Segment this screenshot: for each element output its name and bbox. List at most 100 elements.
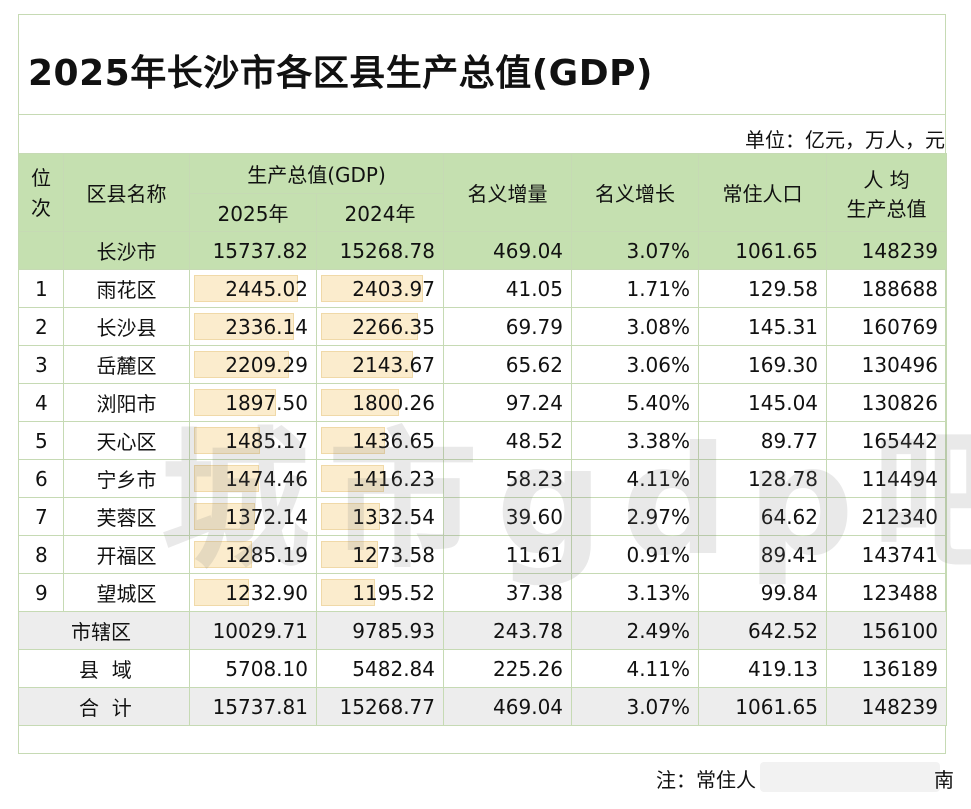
header-increase: 名义增量: [443, 153, 573, 232]
gdp-value: 1372.14: [225, 504, 308, 529]
gdp2024-cell: 2143.67: [315, 345, 445, 384]
table-row-total: 长沙市 15737.82 15268.78 469.04 3.07% 1061.…: [18, 231, 948, 270]
gdp-bar: [194, 275, 298, 302]
gdp2024-cell: 1416.23: [315, 459, 445, 498]
population-cell: 99.84: [698, 573, 828, 612]
gdp-bar: [194, 503, 255, 530]
summary-gdp2025: 10029.71: [189, 611, 317, 650]
table-row: 4 浏阳市 1897.50 1800.26 97.24 5.40% 145.04 130826: [18, 383, 948, 422]
growth-cell: 3.38%: [571, 421, 700, 460]
gdp-value: 2143.67: [352, 352, 436, 377]
gdp-value: 1332.54: [352, 504, 436, 529]
gdp2024-cell: 2266.35: [315, 307, 445, 346]
gdp-bar: [321, 465, 384, 492]
population-cell: 89.41: [698, 535, 828, 574]
total-gdp2025: 15737.82: [189, 231, 317, 270]
gdp2025-cell: 2445.02: [189, 269, 317, 308]
gdp-bar: [321, 275, 423, 302]
rank-cell: 4: [18, 383, 64, 422]
increase-cell: 69.79: [443, 307, 573, 346]
gdp-bar: [321, 579, 375, 606]
increase-cell: 41.05: [443, 269, 573, 308]
gdp2025-cell: 2336.14: [189, 307, 317, 346]
rank-cell: 9: [18, 573, 64, 612]
summary-per-capita: 136189: [826, 649, 948, 688]
gdp2025-cell: 1232.90: [189, 573, 317, 612]
gdp-value: 2266.35: [352, 314, 436, 339]
increase-cell: 65.62: [443, 345, 573, 384]
total-rank: [18, 231, 64, 270]
summary-gdp2024: 15268.77: [315, 687, 445, 726]
total-per-capita: 148239: [826, 231, 948, 270]
total-gdp2024: 15268.78: [315, 231, 445, 270]
summary-growth: 4.11%: [571, 649, 700, 688]
footnote: 注：常住人: [656, 768, 756, 792]
gdp-value: 2445.02: [225, 276, 308, 301]
population-cell: 145.31: [698, 307, 828, 346]
growth-cell: 3.08%: [571, 307, 700, 346]
header-growth: 名义增长: [571, 153, 700, 232]
rank-cell: 8: [18, 535, 64, 574]
district-name: 天心区: [63, 421, 190, 460]
per-capita-cell: 114494: [826, 459, 948, 498]
district-name: 开福区: [63, 535, 190, 574]
growth-cell: 4.11%: [571, 459, 700, 498]
gdp-bar: [194, 427, 260, 454]
increase-cell: 48.52: [443, 421, 573, 460]
gdp2024-cell: 1195.52: [315, 573, 445, 612]
gdp-bar: [194, 313, 294, 340]
gdp2024-cell: 1273.58: [315, 535, 445, 574]
rank-cell: 2: [18, 307, 64, 346]
gdp2025-cell: 2209.29: [189, 345, 317, 384]
increase-cell: 11.61: [443, 535, 573, 574]
growth-cell: 0.91%: [571, 535, 700, 574]
population-cell: 89.77: [698, 421, 828, 460]
gdp-value: 2209.29: [225, 352, 308, 377]
table-row: 7 芙蓉区 1372.14 1332.54 39.60 2.97% 64.62 212340: [18, 497, 948, 536]
gdp-value: 1485.17: [225, 428, 308, 453]
summary-row: 县 域 5708.10 5482.84 225.26 4.11% 419.13 136189: [18, 649, 948, 688]
per-capita-cell: 130496: [826, 345, 948, 384]
per-capita-cell: 165442: [826, 421, 948, 460]
increase-cell: 39.60: [443, 497, 573, 536]
summary-growth: 3.07%: [571, 687, 700, 726]
unit-label: 单位：亿元，万人，元: [745, 128, 945, 152]
increase-cell: 97.24: [443, 383, 573, 422]
summary-increase: 469.04: [443, 687, 573, 726]
per-capita-cell: 130826: [826, 383, 948, 422]
gdp2024-cell: 1332.54: [315, 497, 445, 536]
total-growth: 3.07%: [571, 231, 700, 270]
population-cell: 129.58: [698, 269, 828, 308]
gdp-value: 1436.65: [352, 428, 436, 453]
summary-increase: 225.26: [443, 649, 573, 688]
rank-cell: 1: [18, 269, 64, 308]
district-name: 浏阳市: [63, 383, 190, 422]
header-2024: 2024年: [315, 193, 445, 232]
growth-cell: 1.71%: [571, 269, 700, 308]
gdp2024-cell: 2403.97: [315, 269, 445, 308]
growth-cell: 3.13%: [571, 573, 700, 612]
footnote-redaction: [760, 762, 940, 792]
district-name: 芙蓉区: [63, 497, 190, 536]
gdp-bar: [194, 389, 276, 416]
rank-cell: 6: [18, 459, 64, 498]
table-row: 8 开福区 1285.19 1273.58 11.61 0.91% 89.41 143741: [18, 535, 948, 574]
gdp-value: 1474.46: [225, 466, 308, 491]
district-name: 望城区: [63, 573, 190, 612]
summary-name: 市辖区: [18, 611, 190, 650]
total-increase: 469.04: [443, 231, 573, 270]
gdp2025-cell: 1474.46: [189, 459, 317, 498]
gdp2025-cell: 1897.50: [189, 383, 317, 422]
summary-name: 合 计: [18, 687, 190, 726]
header-rank: 位次: [18, 153, 64, 232]
gdp-table: 位次 区县名称 生产总值(GDP) 名义增量 名义增长 常住人口 人 均 生产总…: [18, 153, 948, 726]
header-2025: 2025年: [189, 193, 317, 232]
gdp2024-cell: 1436.65: [315, 421, 445, 460]
summary-population: 419.13: [698, 649, 828, 688]
gdp2025-cell: 1372.14: [189, 497, 317, 536]
summary-per-capita: 156100: [826, 611, 948, 650]
gdp-bar: [321, 503, 380, 530]
footnote-tail: 南: [934, 768, 954, 792]
growth-cell: 5.40%: [571, 383, 700, 422]
table-row: 6 宁乡市 1474.46 1416.23 58.23 4.11% 128.78 114494: [18, 459, 948, 498]
